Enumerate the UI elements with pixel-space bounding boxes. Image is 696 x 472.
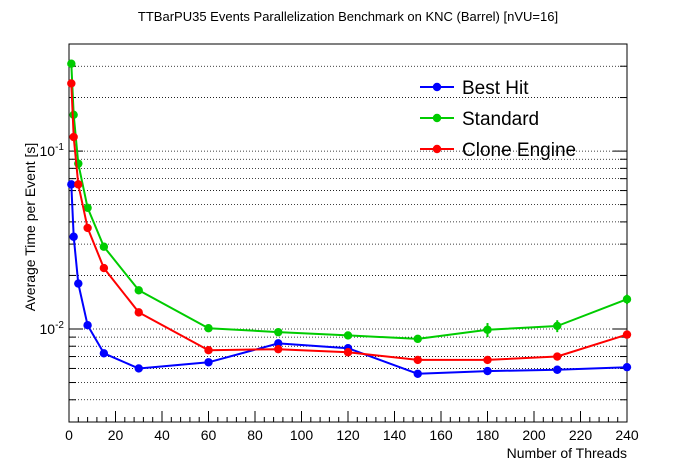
legend-marker: [432, 113, 442, 123]
data-point: [274, 344, 283, 354]
data-point: [204, 324, 213, 333]
x-axis-label: Number of Threads: [507, 445, 627, 461]
y-tick-label: 10-1: [40, 142, 65, 159]
y-axis-label: Average Time per Event [s]: [22, 143, 38, 312]
x-tick-label: 240: [615, 427, 639, 443]
series-standard: [67, 59, 632, 344]
data-point: [99, 242, 109, 251]
data-point: [274, 327, 283, 337]
data-point: [83, 321, 92, 330]
data-point: [134, 308, 143, 317]
data-point: [99, 263, 109, 273]
data-point: [204, 345, 213, 355]
plot-frame: [68, 43, 628, 423]
data-point: [553, 321, 562, 331]
legend-label: Best Hit: [462, 78, 529, 99]
x-tick-label: 220: [569, 427, 593, 443]
series-clone-engine: [67, 79, 632, 365]
x-tick-label: 40: [154, 427, 170, 443]
legend: Best Hit Standard Clone Engine: [420, 78, 576, 161]
data-point: [134, 364, 143, 373]
data-point: [274, 339, 283, 348]
axis-ticks: [68, 43, 628, 423]
legend-label: Clone Engine: [462, 140, 576, 161]
data-point: [413, 355, 422, 365]
data-point: [83, 223, 92, 233]
data-point: [413, 334, 422, 344]
x-tick-label: 200: [522, 427, 546, 443]
data-point: [483, 355, 492, 365]
legend-label: Standard: [462, 109, 539, 130]
data-point: [74, 180, 83, 189]
y-tick-labels: 10-2 10-1: [40, 142, 65, 337]
legend-item-standard: Standard: [420, 109, 539, 130]
x-tick-label: 20: [108, 427, 124, 443]
data-point: [67, 79, 76, 88]
x-tick-label: 100: [290, 427, 314, 443]
legend-marker: [432, 82, 442, 92]
legend-item-best-hit: Best Hit: [420, 78, 529, 99]
data-point: [69, 132, 78, 142]
data-point: [483, 325, 492, 334]
data-point: [622, 330, 632, 339]
y-tick-label: 10-2: [40, 320, 65, 337]
x-tick-label: 160: [429, 427, 453, 443]
x-tick-labels: 0 20 40 60 80 100 120 140 160 180 200 220 240: [65, 427, 639, 443]
data-point: [553, 352, 562, 361]
data-point: [204, 358, 213, 367]
data-point: [74, 279, 83, 288]
legend-item-clone-engine: Clone Engine: [420, 140, 576, 161]
data-point: [553, 365, 562, 374]
data-point: [67, 59, 76, 68]
x-tick-label: 140: [383, 427, 407, 443]
data-point: [622, 362, 632, 372]
data-point: [99, 349, 109, 358]
chart-title: TTBarPU35 Events Parallelization Benchma…: [138, 9, 558, 24]
x-tick-label: 180: [476, 427, 500, 443]
data-point: [413, 369, 422, 378]
x-tick-label: 80: [247, 427, 263, 443]
data-point: [622, 295, 632, 304]
data-point: [483, 366, 492, 376]
data-point: [69, 232, 78, 241]
series-line: [70, 63, 628, 340]
data-point: [83, 203, 92, 213]
data-point: [67, 180, 76, 189]
x-tick-label: 0: [65, 427, 73, 443]
y-gridlines: [69, 43, 627, 423]
data-point: [134, 286, 143, 295]
data-point: [343, 331, 353, 340]
x-tick-label: 120: [336, 427, 360, 443]
data-point: [343, 348, 353, 357]
legend-marker: [432, 144, 442, 154]
series-layer: [67, 59, 632, 378]
x-tick-label: 60: [201, 427, 217, 443]
